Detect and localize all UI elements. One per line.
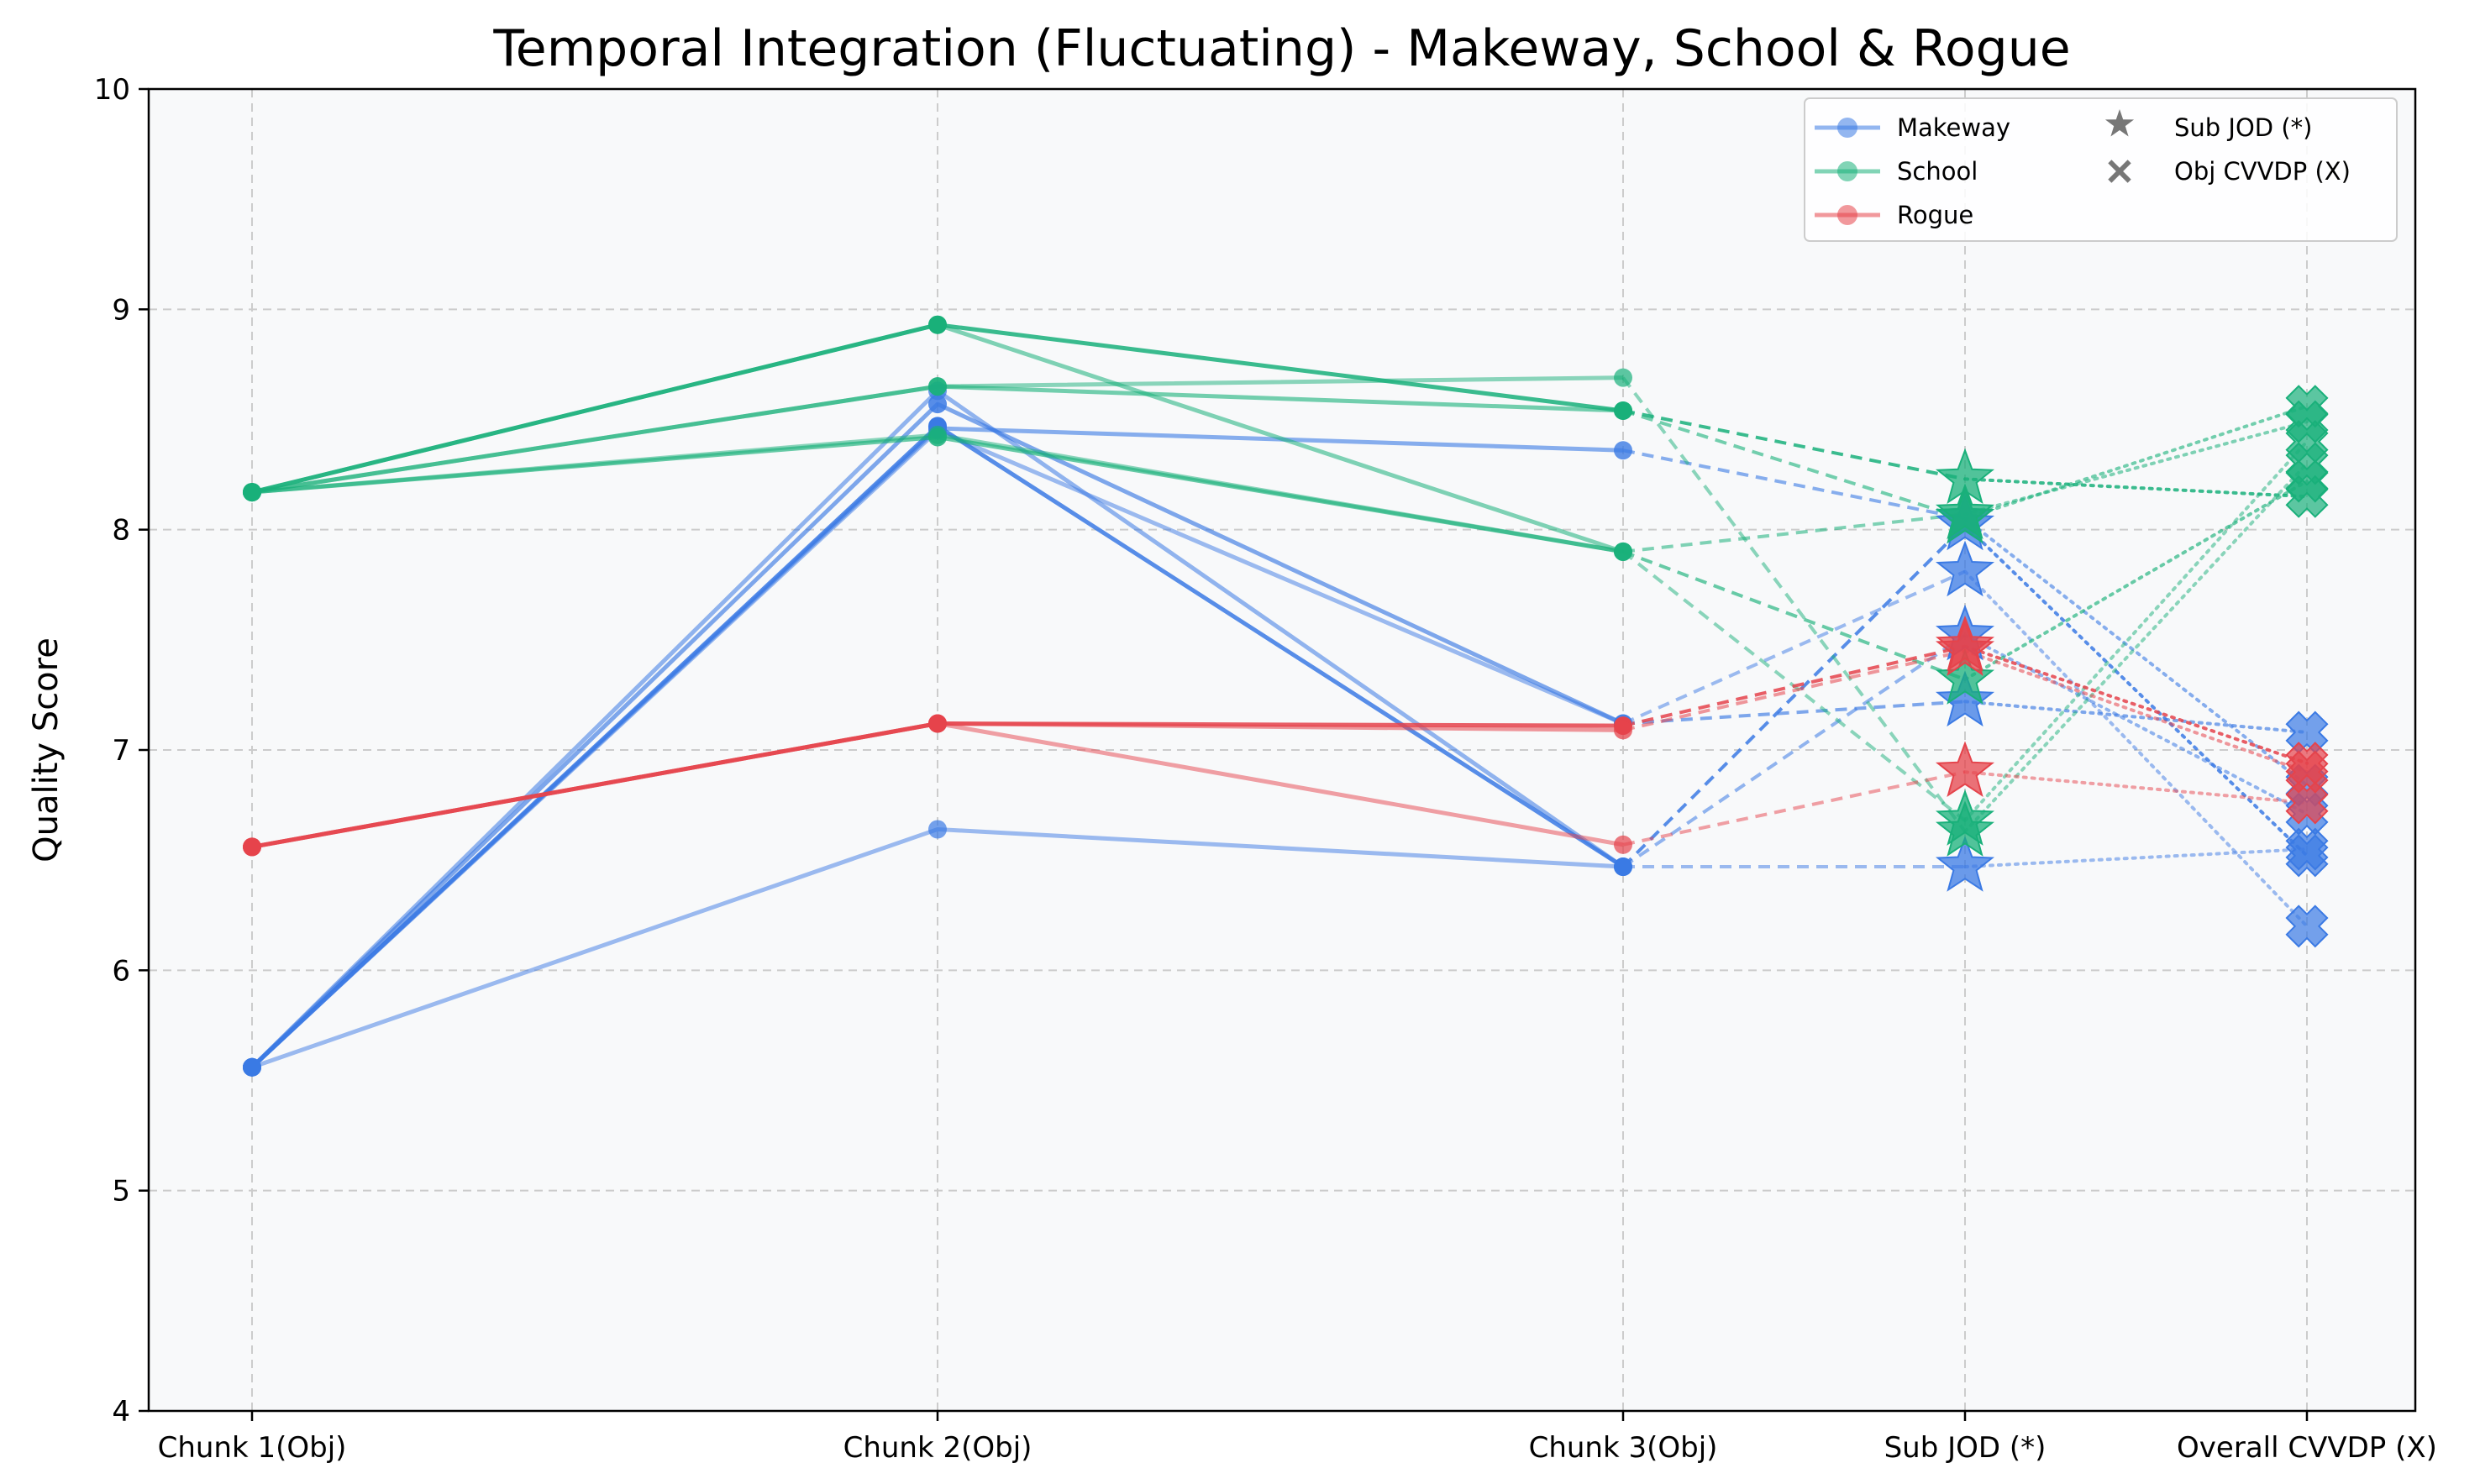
point-school [1614, 368, 1632, 387]
point-rogue [1614, 721, 1632, 740]
point-school [928, 425, 947, 444]
x-tick-label: Chunk 2(Obj) [843, 1431, 1032, 1465]
point-makeway [1614, 441, 1632, 460]
series-dashed-school [1622, 409, 1966, 521]
y-tick-label: 6 [112, 954, 130, 988]
legend-label-obj-cvvdp: Obj CVVDP (X) [2174, 157, 2351, 186]
legend-marker-school [1837, 161, 1857, 181]
y-axis-label: Quality Score [27, 637, 66, 863]
series-dotted-school [1963, 479, 2309, 682]
legend-marker-makeway [1837, 118, 1857, 138]
sub-jod-star-school [1935, 789, 1995, 846]
sub-jod-star-makeway [1935, 540, 1995, 597]
series-dashed-school [1621, 376, 1967, 833]
x-tick-label: Sub JOD (*) [1884, 1431, 2047, 1465]
x-tick-label: Chunk 1(Obj) [158, 1431, 347, 1465]
series-dashed-rogue [1622, 644, 1966, 728]
point-school [243, 483, 261, 502]
point-school [928, 315, 947, 334]
axes: 4 5 6 7 8 9 10 Chunk 1(Obj) Chunk 2(Obj) Chunk 3(… [94, 73, 2437, 1465]
y-tick-label: 7 [112, 734, 130, 768]
cvvdp-x-makeway [2285, 905, 2329, 948]
series-dotted-rogue [1963, 770, 2309, 805]
legend-frame [1804, 97, 2398, 242]
legend-label-makeway: Makeway [1897, 113, 2010, 142]
point-school [1614, 401, 1632, 421]
cvvdp-x-makeway [2285, 827, 2329, 871]
sub-jod-star-rogue [1935, 741, 1995, 798]
series-dashed-school [1622, 409, 1966, 481]
series-dashed-rogue [1622, 770, 1966, 847]
point-rogue [243, 837, 261, 857]
sub-jod-star-makeway [1935, 670, 1995, 727]
legend-label-school: School [1897, 157, 1978, 186]
point-makeway [928, 395, 947, 414]
point-makeway [243, 1057, 261, 1077]
point-makeway [928, 820, 947, 839]
y-tick-label: 4 [112, 1395, 130, 1429]
y-tick-label: 5 [112, 1175, 130, 1209]
y-tick-label: 10 [94, 73, 130, 107]
x-tick-label: Chunk 3(Obj) [1529, 1431, 1718, 1465]
series-dashed-makeway [1621, 633, 1967, 868]
series-layer [243, 315, 2329, 1077]
series-dashed-makeway [1621, 524, 1967, 868]
series-dashed-makeway [1622, 448, 1966, 521]
series-dotted-makeway [1963, 700, 2309, 735]
cvvdp-x-school [2285, 420, 2329, 464]
series-markers [243, 315, 2329, 1077]
series-dotted-makeway [1963, 847, 2309, 869]
point-school [928, 377, 947, 396]
series-dashed-rogue [1622, 649, 1966, 732]
legend-label-sub-jod: Sub JOD (*) [2174, 113, 2312, 142]
grid [149, 89, 2415, 1411]
sub-jod-star-rogue [1935, 620, 1995, 676]
point-school [1614, 542, 1632, 561]
legend-star-icon [2104, 109, 2135, 137]
point-makeway [1614, 857, 1632, 877]
series-dashed-school [1622, 550, 1966, 681]
legend: Makeway School Rogue Sub JOD (*) Obj CVV… [1804, 97, 2398, 242]
series-dotted-school [1963, 439, 2309, 822]
series-dotted-rogue [1963, 644, 2309, 765]
point-rogue [928, 714, 947, 733]
sub-jod-star-makeway [1935, 836, 1995, 892]
series-dotted-makeway [1963, 517, 2309, 787]
legend-label-rogue: Rogue [1897, 201, 1973, 229]
series-dashed-makeway [1622, 569, 1966, 726]
sub-jod-star-school [1935, 487, 1995, 544]
series-dotted-makeway [1963, 633, 2309, 816]
series-dotted-school [1963, 461, 2309, 834]
point-rogue [1614, 835, 1632, 854]
chart-title: Temporal Integration (Fluctuating) - Mak… [492, 19, 2070, 78]
legend-marker-rogue [1837, 205, 1857, 225]
legend-x-icon [2108, 160, 2131, 183]
series-dotted-school [1963, 477, 2309, 499]
y-tick-label: 8 [112, 514, 130, 548]
y-tick-label: 9 [112, 293, 130, 327]
series-dotted-school [1963, 404, 2309, 521]
x-tick-label: Overall CVVDP (X) [2177, 1431, 2437, 1465]
sub-jod-star-school [1935, 648, 1995, 705]
cvvdp-x-rogue [2285, 781, 2329, 825]
series-dotted-makeway [1963, 569, 2309, 928]
series-dotted-makeway [1963, 523, 2309, 857]
series-dotted-rogue [1963, 648, 2309, 774]
